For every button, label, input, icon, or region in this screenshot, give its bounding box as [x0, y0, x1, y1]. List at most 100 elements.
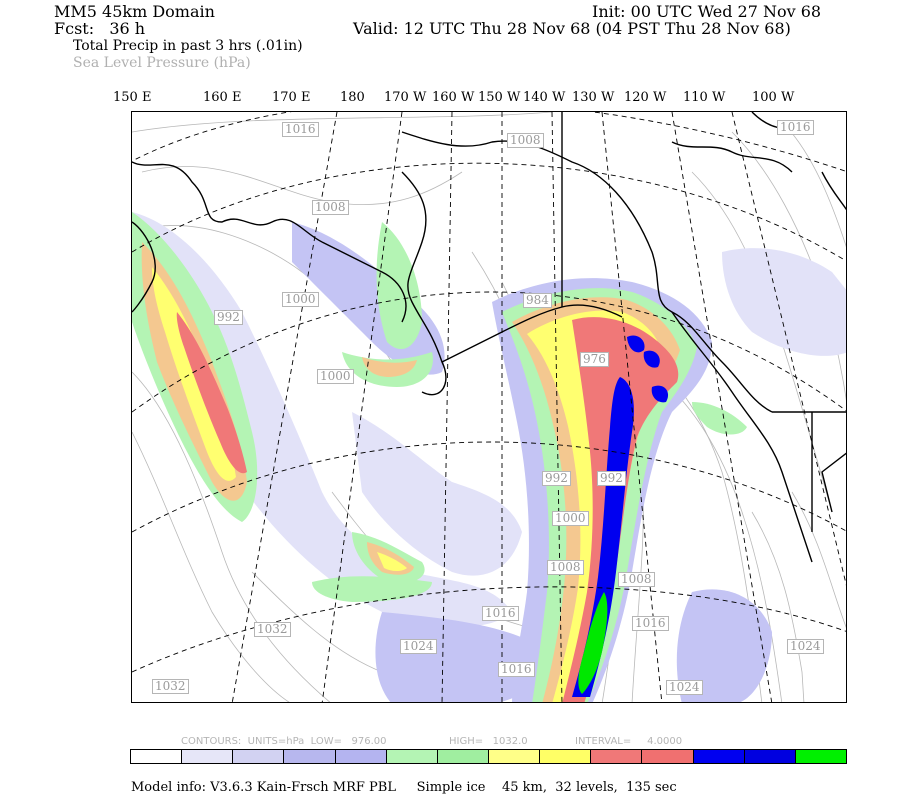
- legend-interval: INTERVAL= 4.0000: [575, 736, 683, 747]
- isobar-line: [791, 491, 846, 628]
- isobar-label: 1008: [547, 560, 584, 575]
- model-info: Model info: V3.6.3 Kain-Frsch MRF PBL Si…: [131, 780, 677, 795]
- coastline-siberia: [132, 161, 323, 243]
- isobar-label: 1008: [507, 133, 544, 148]
- lon-label-140w: 140 W: [523, 90, 566, 105]
- coastline-alaska: [401, 131, 773, 413]
- colorbar-cell: [385, 749, 438, 764]
- isobar-label: 1008: [312, 200, 349, 215]
- coastline-hudson: [671, 141, 793, 173]
- meridian-line: [731, 112, 846, 586]
- isobar-label: 1008: [618, 572, 655, 587]
- precip-peach-bristol: [362, 357, 417, 377]
- precip-shading: [132, 212, 846, 702]
- isobar-line: [132, 112, 553, 133]
- precip-band-west-salmon: [176, 312, 247, 474]
- colorbar-cell: [794, 749, 847, 764]
- isobar-line: [751, 511, 805, 702]
- coastline-chukotka: [321, 241, 407, 323]
- parallel-line: [132, 586, 846, 673]
- isobar-label: 1000: [552, 511, 589, 526]
- precip-green-south-band: [312, 576, 432, 602]
- precip-lavender-central: [352, 412, 522, 576]
- precip-blue-spot: [651, 385, 669, 403]
- colorbar-cell: [539, 749, 592, 764]
- lon-label-160w: 160 W: [432, 90, 475, 105]
- isobar-label: 984: [523, 293, 552, 308]
- meridian-line: [671, 112, 773, 702]
- init-time: Init: 00 UTC Wed 27 Nov 68: [592, 2, 822, 21]
- border-us-states: [811, 412, 846, 532]
- colorbar-cell: [641, 749, 694, 764]
- precip-green-coast: [692, 402, 747, 435]
- precip-band-east-green-core: [578, 592, 608, 694]
- lon-label-130w: 130 W: [572, 90, 615, 105]
- field-slp-title: Sea Level Pressure (hPa): [73, 55, 251, 71]
- map-panel: 1016 1008 1016 1008 1000 992 984 976 100…: [131, 111, 847, 703]
- domain-title: MM5 45km Domain: [54, 2, 215, 21]
- colorbar-cell: [334, 749, 387, 764]
- fcst-value: 36 h: [109, 19, 146, 38]
- parallel-line: [132, 112, 846, 172]
- colorbar-cell: [743, 749, 796, 764]
- isobar-line: [132, 431, 290, 702]
- parallel-line: [132, 162, 846, 262]
- isobar-label: 1000: [282, 292, 319, 307]
- isobar-label: 1032: [254, 622, 291, 637]
- isobar-label: 992: [542, 471, 571, 486]
- lon-label-180: 180: [340, 90, 365, 105]
- lon-label-160e: 160 E: [203, 90, 242, 105]
- valid-time: Valid: 12 UTC Thu 28 Nov 68 (04 PST Thu …: [353, 19, 791, 38]
- forecast-hour: Fcst: 36 h: [54, 20, 145, 38]
- colorbar-cell: [487, 749, 541, 764]
- coastline-alaska-west: [401, 171, 447, 396]
- isobar-label: 1024: [787, 639, 824, 654]
- fcst-label: Fcst:: [54, 19, 95, 38]
- isobar-line: [132, 371, 331, 702]
- isobar-label: 1016: [498, 662, 535, 677]
- lon-label-110w: 110 W: [683, 90, 726, 105]
- colorbar-cell: [130, 749, 183, 764]
- isobar-line: [781, 121, 846, 248]
- precip-yellow-aleutian: [377, 552, 407, 571]
- precip-lavender-east: [722, 248, 846, 356]
- isobar-label: 992: [214, 310, 243, 325]
- lon-label-150e: 150 E: [113, 90, 152, 105]
- meridian-line: [601, 112, 663, 702]
- colorbar-cell: [232, 749, 285, 764]
- legend-high: HIGH= 1032.0: [449, 736, 528, 747]
- precip-lavender-south: [375, 612, 540, 702]
- coastline-kamchatka: [132, 221, 156, 313]
- isobar-label: 1024: [666, 680, 703, 695]
- colorbar-cell: [692, 749, 745, 764]
- isobar-label: 1024: [400, 639, 437, 654]
- lon-label-100w: 100 W: [752, 90, 795, 105]
- lon-label-170e: 170 E: [272, 90, 311, 105]
- isobar-label: 992: [597, 471, 626, 486]
- isobar-label: 1016: [482, 606, 519, 621]
- colorbar-cell: [436, 749, 489, 764]
- coastline-bc: [671, 311, 813, 563]
- isobar-line: [651, 371, 783, 702]
- precip-colorbar: [130, 749, 847, 764]
- precip-lavender-se: [676, 589, 772, 702]
- precip-blue-spot: [643, 350, 660, 368]
- lon-label-150w: 150 W: [478, 90, 521, 105]
- precip-blue-spot: [627, 335, 645, 353]
- parallel-line: [132, 441, 846, 533]
- isobar-label: 1016: [282, 122, 319, 137]
- isobar-label: 1000: [317, 369, 354, 384]
- lon-label-170w: 170 W: [384, 90, 427, 105]
- coastline-alaska-south: [441, 304, 623, 363]
- isobar-label: 976: [580, 352, 609, 367]
- colorbar-cell: [283, 749, 336, 764]
- isobar-label: 1032: [152, 679, 189, 694]
- latlon-grid: [132, 112, 846, 702]
- precip-band-east-blue: [572, 377, 634, 697]
- colorbar-cell: [590, 749, 643, 764]
- field-precip-title: Total Precip in past 3 hrs (.01in): [73, 38, 303, 54]
- meridian-line: [321, 112, 403, 702]
- isobar-label: 1016: [632, 616, 669, 631]
- lon-label-120w: 120 W: [624, 90, 667, 105]
- isobar-label: 1016: [777, 120, 814, 135]
